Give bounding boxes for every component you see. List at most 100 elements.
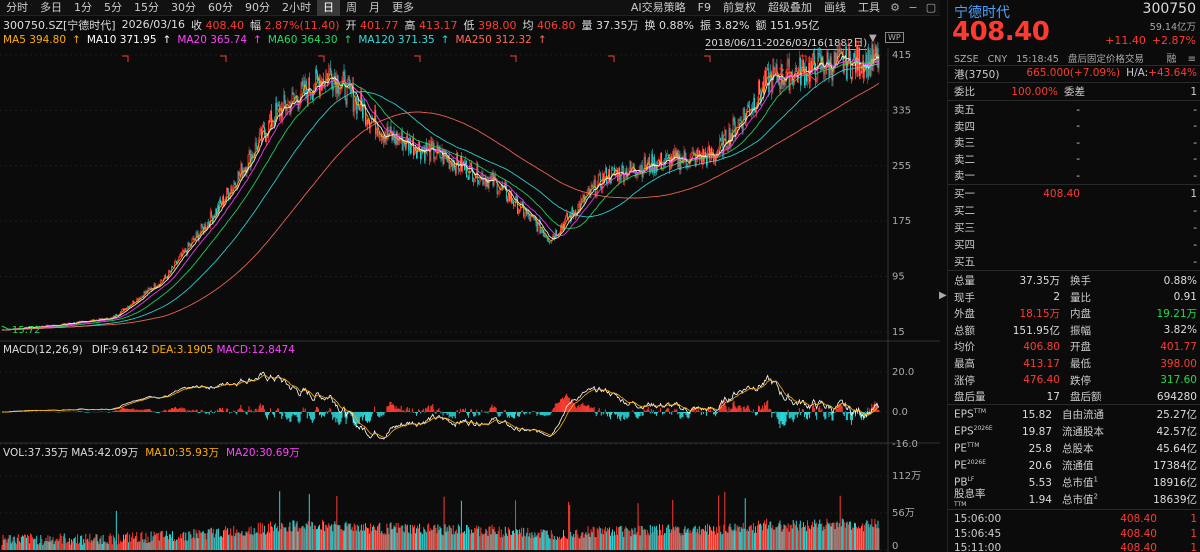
candle-body [214,209,216,218]
dropdown-icon[interactable]: ▼ [869,33,877,44]
amt-value: 151.95亿 [769,18,820,32]
bid-row[interactable]: 买三 - [954,219,1197,236]
period-tab[interactable]: 周 [346,0,357,14]
candle-body [729,128,731,146]
stat-key: 外盘 [954,308,975,321]
candle-body [585,196,587,197]
candle-body [113,315,115,317]
candle-body [438,146,440,151]
candle-body [274,122,276,126]
candle-body [192,238,194,240]
candle-body [539,220,541,234]
candle-body [379,135,381,137]
candle-body [255,142,257,147]
candle-body [224,201,226,206]
candle-body [171,266,172,272]
stock-code: 300750.SZ[宁德时代] [3,18,116,32]
stat-value: 317.60 [1160,374,1197,387]
candle-body [276,103,278,111]
bid-row[interactable]: 买四 - [954,236,1197,253]
candle-body [597,174,599,183]
menu-icon[interactable]: ≡ [1187,54,1196,65]
period-tab[interactable]: 分时 [6,0,28,14]
candle-body [302,80,304,87]
candle-body [599,173,601,186]
gear-icon[interactable]: ⚙ [890,0,900,14]
bid-row[interactable]: 买一 408.40 1 [954,185,1197,202]
candle-body [872,44,874,65]
tick-row: 15:06:45 408.40 1 [954,526,1197,542]
candle-body [189,243,191,247]
tool-button[interactable]: F9 [697,0,711,14]
fund-value: 18916亿 [1153,477,1197,489]
candle-body [747,104,749,108]
tool-button[interactable]: 超级叠加 [768,0,812,14]
period-tab[interactable]: 15分 [134,0,159,14]
candle-body [280,107,282,118]
candle-body [866,54,868,78]
hk-line[interactable]: 港(3750) 665.000(+7.09%) H/A: +43.64% [954,67,1197,82]
candle-body [295,95,297,99]
candle-body [733,118,735,122]
candle-body [200,224,202,233]
period-tab[interactable]: 2小时 [282,0,311,14]
period-tab[interactable]: 多日 [40,0,62,14]
bid-row[interactable]: 买二 - [954,202,1197,219]
candle-body [454,167,456,174]
tick-price: 408.40 [1120,513,1157,525]
candle-body [871,44,873,71]
candle-body [652,156,654,174]
candle-body [449,161,451,169]
ask-row[interactable]: 卖二 - - [954,151,1197,168]
candle-body [466,160,468,177]
candle-body [854,53,855,58]
fund-value: 17384亿 [1153,460,1197,472]
date-range[interactable]: 2018/06/11-2026/03/16(1882日) [705,34,868,50]
wp-icon[interactable]: WP [885,32,904,43]
ha-value: +43.64% [1148,67,1197,79]
period-tab[interactable]: 1分 [74,0,92,14]
candle-body [316,69,317,74]
collapse-panel-icon[interactable]: ▶ [939,290,947,301]
period-tab[interactable]: 5分 [104,0,122,14]
candle-body [436,144,438,157]
ask-row[interactable]: 卖五 - - [954,101,1197,118]
hk-label: 港(3750) [954,69,1000,81]
period-tab[interactable]: 更多 [392,0,414,14]
candle-body [174,261,176,268]
candle-body [440,157,442,159]
chart-canvas[interactable]: 415 335 255 175 95 15 424.36 15.72 20.0 0.0 -16.0 1… [0,0,940,552]
bid-row[interactable]: 买五 - [954,253,1197,270]
bid-label: 买一 [954,188,975,200]
candle-body [682,157,684,163]
candle-body [556,235,558,237]
candle-body [434,157,436,160]
low-value: 398.00 [478,18,517,32]
tool-button[interactable]: 工具 [858,0,880,14]
minus-icon[interactable]: − [908,0,918,14]
candle-body [509,193,510,201]
ask-row[interactable]: 卖一 - - [954,167,1197,184]
period-tab[interactable]: 日 [317,0,340,16]
period-tab[interactable]: 90分 [245,0,270,14]
candle-body [356,98,358,114]
candle-body [761,90,763,102]
period-tab[interactable]: 月 [369,0,380,14]
fund-key-sup: LF [967,476,975,484]
period-tab[interactable]: 60分 [208,0,233,14]
ask-label: 卖二 [954,153,975,166]
candle-body [149,288,151,289]
tool-button[interactable]: 前复权 [723,0,756,14]
candle-body [762,81,764,91]
margin-icon[interactable]: 融 [1166,54,1177,65]
ask-row[interactable]: 卖四 - - [954,118,1197,135]
candle-body [123,308,124,311]
ask-row[interactable]: 卖三 - - [954,134,1197,151]
tool-button[interactable]: AI交易策略 [630,0,686,14]
period-tab[interactable]: 30分 [171,0,196,14]
fund-row: EPSTTM 15.82 自由流通 25.27亿 [954,406,1197,423]
candle-body [268,120,269,138]
expand-icon[interactable]: ▢ [925,0,937,14]
tool-button[interactable]: 画线 [824,0,846,14]
candle-body [622,165,624,169]
